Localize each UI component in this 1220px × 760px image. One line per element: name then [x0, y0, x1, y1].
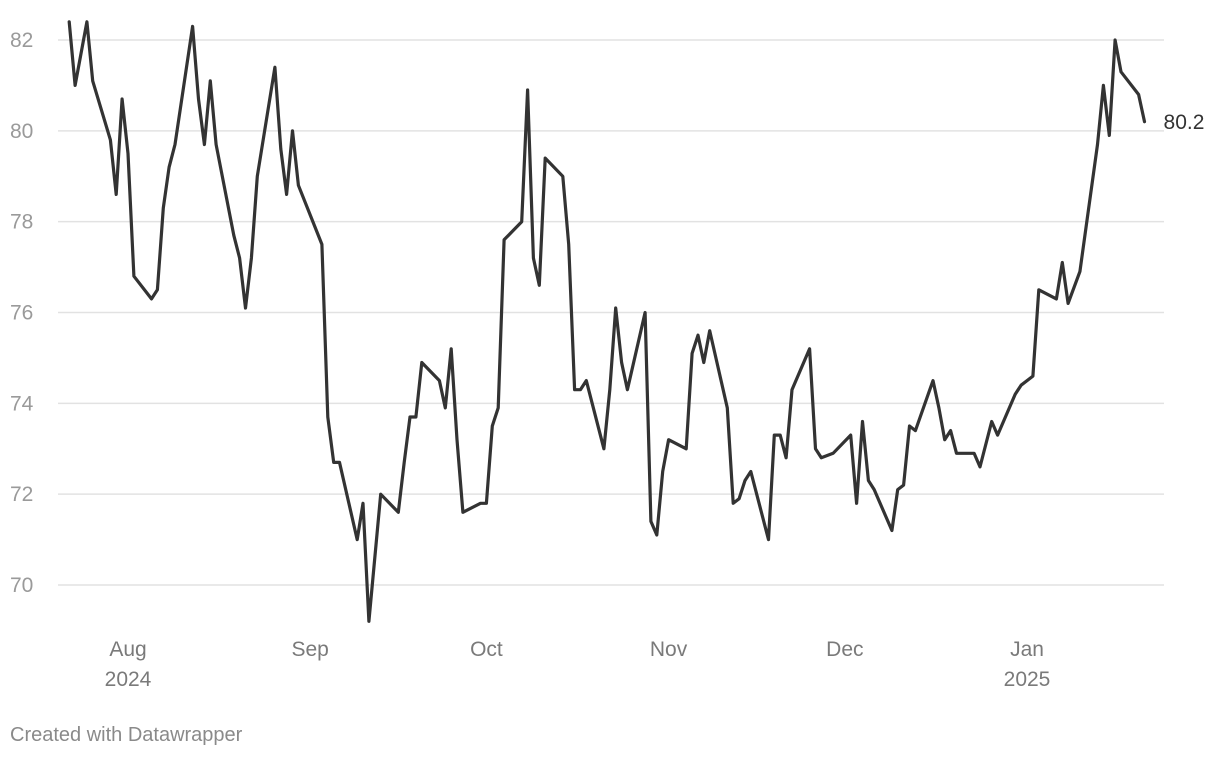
x-tick-label: Dec	[826, 638, 863, 661]
x-axis: Aug 2024 Sep Oct Nov Dec Jan 2025	[105, 638, 1051, 691]
x-tick-label: Oct	[470, 638, 503, 661]
y-tick-label: 82	[10, 29, 33, 52]
credit-footer: Created with Datawrapper	[10, 724, 243, 746]
x-tick-year-label: 2024	[105, 668, 152, 691]
y-tick-label: 74	[10, 392, 34, 415]
line-chart: 70 72 74 76 78 80 82 Aug 2024 Sep Oct Nov Dec Jan 202…	[10, 20, 1205, 691]
y-tick-label: 80	[10, 120, 33, 143]
x-tick-label: Nov	[650, 638, 688, 661]
y-tick-label: 76	[10, 302, 33, 325]
y-axis: 70 72 74 76 78 80 82	[10, 29, 34, 597]
x-tick-year-label: 2025	[1004, 668, 1051, 691]
series-line	[67, 20, 1147, 623]
y-tick-label: 78	[10, 211, 33, 234]
x-tick-label: Aug	[109, 638, 146, 661]
x-tick-label: Jan	[1010, 638, 1044, 661]
y-tick-label: 70	[10, 574, 33, 597]
x-tick-label: Sep	[291, 638, 328, 661]
end-value-label: 80.2	[1164, 111, 1205, 134]
gridlines	[58, 39, 1164, 586]
y-tick-label: 72	[10, 483, 33, 506]
